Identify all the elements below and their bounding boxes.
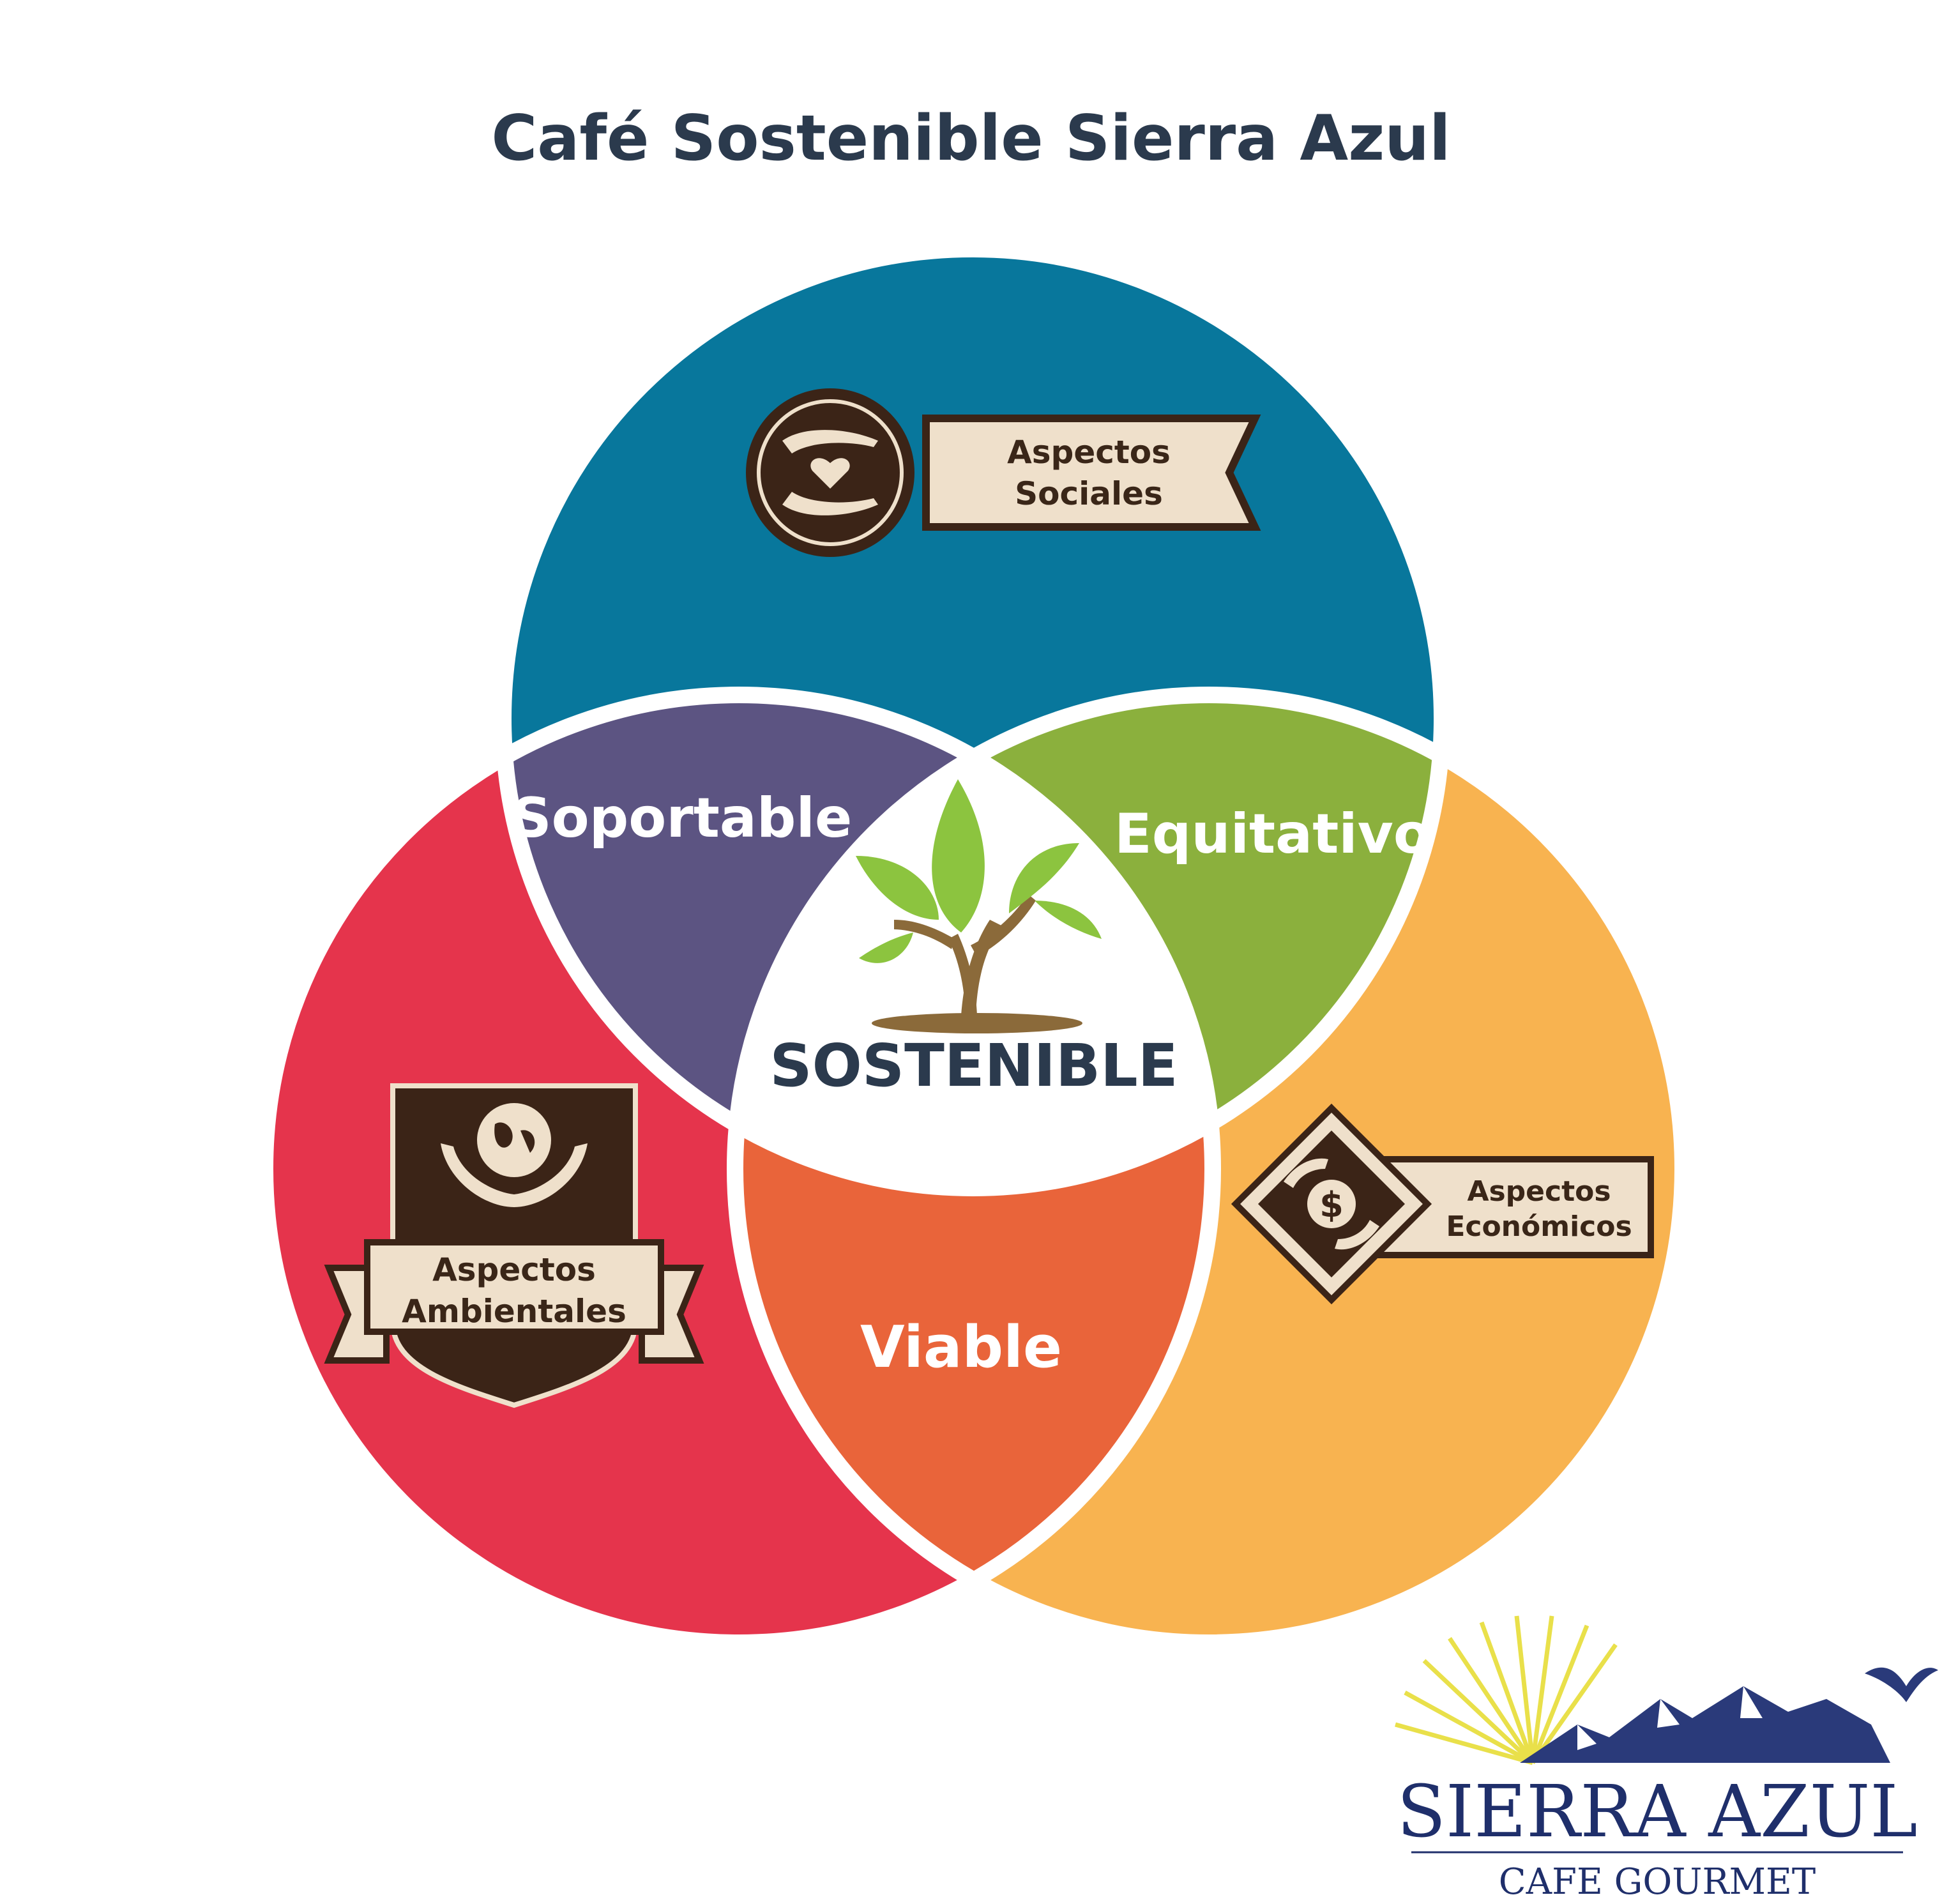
logo-tagline: CAFE GOURMET <box>1499 1861 1816 1903</box>
sun-icon <box>1395 1615 1618 1765</box>
svg-text:$: $ <box>1319 1185 1344 1225</box>
environment-badge: Aspectos Ambientales <box>324 1083 704 1408</box>
viable-label: Viable <box>860 1314 1062 1381</box>
bird-icon <box>1865 1667 1938 1702</box>
hands-globe-icon <box>441 1103 588 1207</box>
tree-icon <box>856 779 1102 1033</box>
economic-label-line1: Aspectos <box>1467 1175 1611 1208</box>
economic-badge: $ Aspectos Económicos <box>1231 1103 1654 1305</box>
social-badge: Aspectos Sociales <box>746 388 1261 557</box>
hands-heart-icon <box>782 430 878 515</box>
economic-label-line2: Económicos <box>1446 1210 1632 1243</box>
social-label-line1: Aspectos <box>1007 434 1171 471</box>
logo-name: SIERRA AZUL <box>1397 1771 1917 1854</box>
social-label-line2: Sociales <box>1015 475 1163 512</box>
environment-label-line2: Ambientales <box>402 1293 626 1330</box>
equitativo-label: Equitativo <box>1114 802 1431 866</box>
environment-label-line1: Aspectos <box>432 1251 596 1288</box>
sostenible-label: SOSTENIBLE <box>770 1032 1178 1100</box>
hands-dollar-icon: $ <box>1284 1158 1379 1250</box>
sierra-azul-logo: SIERRA AZUL CAFE GOURMET <box>1395 1615 1938 1903</box>
page-title: Café Sostenible Sierra Azul <box>491 102 1451 175</box>
mountains-icon <box>1520 1686 1890 1763</box>
soportable-label: Soportable <box>512 786 853 850</box>
